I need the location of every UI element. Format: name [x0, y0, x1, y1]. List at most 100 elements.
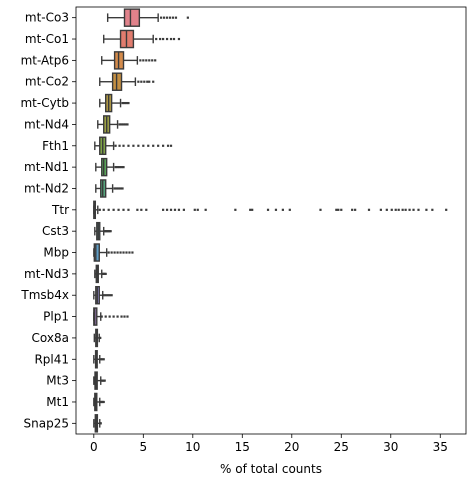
x-tick-label: 30: [383, 440, 398, 454]
x-tick-label: 20: [284, 440, 299, 454]
outlier-point: [408, 208, 411, 211]
outlier-point: [100, 315, 103, 318]
outlier-point: [124, 123, 127, 126]
outlier-point: [140, 208, 143, 211]
outlier-point: [162, 16, 166, 19]
outlier-point: [136, 208, 139, 211]
outlier-point: [99, 358, 102, 361]
outlier-point: [337, 208, 340, 211]
outlier-point: [99, 336, 102, 340]
x-tick-label: 35: [433, 440, 448, 454]
outlier-point: [112, 315, 115, 318]
gene-box-mt-nd4: [97, 115, 129, 134]
x-tick-label: 5: [139, 440, 147, 454]
gene-box-mt-co3: [106, 8, 189, 27]
outlier-point: [113, 251, 116, 254]
x-tick-label: 10: [185, 440, 200, 454]
outlier-point: [151, 59, 154, 62]
outlier-point: [177, 208, 181, 211]
outlier-point: [404, 208, 407, 211]
outlier-point: [148, 80, 151, 83]
outlier-point: [127, 101, 130, 105]
y-tick-label: Fth1: [42, 139, 69, 153]
outlier-point: [116, 166, 119, 169]
gene-box-mt-atp6: [101, 51, 157, 70]
outlier-point: [104, 294, 107, 297]
outlier-point: [104, 272, 107, 275]
outlier-point: [165, 208, 169, 211]
outlier-point: [193, 208, 196, 211]
outlier-point: [114, 144, 117, 147]
x-axis-label: % of total counts: [220, 462, 322, 476]
plot-area: [93, 8, 448, 433]
gene-box-rpl41: [93, 350, 105, 369]
outlier-point: [99, 422, 102, 425]
y-tick-label: Rpl41: [34, 352, 69, 366]
outlier-point: [401, 208, 404, 211]
outlier-point: [367, 208, 371, 211]
outlier-point: [120, 123, 123, 126]
y-axis: mt-Co3 mt-Co1 mt-Atp6 mt-Co2 mt-Cytb mt-Nd4 Ft…: [20, 11, 76, 430]
outlier-point: [431, 208, 434, 211]
outlier-point: [165, 37, 169, 41]
y-tick-label: Plp1: [43, 310, 69, 324]
outlier-point: [162, 144, 165, 147]
outlier-point: [127, 208, 130, 211]
outlier-point: [379, 208, 382, 211]
outlier-point: [171, 16, 175, 19]
outlier-point: [288, 208, 291, 211]
outlier-point: [154, 59, 157, 62]
outlier-point: [157, 144, 160, 147]
outlier-point: [174, 16, 178, 19]
outlier-point: [106, 294, 109, 297]
outlier-point: [152, 144, 155, 147]
outlier-point: [102, 208, 105, 211]
gene-box-fth1: [94, 136, 173, 156]
gene-box-cox8a: [93, 328, 102, 348]
gene-box-tmsb4x: [93, 285, 113, 305]
outlier-point: [127, 144, 130, 147]
outlier-point: [131, 251, 134, 254]
outlier-point: [119, 251, 122, 254]
outlier-point: [107, 208, 110, 211]
outlier-point: [98, 208, 101, 211]
outlier-point: [281, 208, 284, 211]
y-tick-label: Mt3: [46, 374, 69, 388]
outlier-point: [102, 294, 105, 297]
y-tick-label: mt-Co3: [25, 11, 69, 25]
outlier-point: [117, 187, 120, 190]
outlier-point: [274, 208, 278, 211]
outlier-point: [123, 315, 126, 318]
outlier-point: [118, 166, 121, 169]
outlier-point: [182, 208, 185, 211]
outlier-point: [118, 123, 121, 126]
y-tick-label: mt-Atp6: [21, 53, 69, 67]
outlier-point: [125, 101, 128, 105]
gene-box-mt-nd3: [94, 264, 107, 284]
outlier-point: [101, 358, 104, 361]
outlier-point: [112, 208, 115, 211]
outlier-point: [122, 144, 125, 147]
outlier-point: [122, 123, 125, 126]
outlier-point: [145, 208, 148, 211]
gene-box-mt-co2: [99, 72, 155, 91]
y-tick-label: mt-Cytb: [20, 96, 69, 110]
outlier-point: [177, 37, 181, 41]
outlier-point: [251, 208, 254, 211]
outlier-point: [139, 59, 142, 62]
outlier-point: [152, 80, 155, 83]
gene-box-cst3: [94, 221, 112, 241]
outlier-point: [394, 208, 397, 211]
outlier-point: [115, 187, 118, 190]
outlier-point: [117, 208, 120, 211]
outlier-point: [266, 208, 270, 211]
gene-box-mt1: [93, 392, 105, 412]
y-tick-label: mt-Nd2: [24, 181, 69, 195]
outlier-point: [165, 16, 169, 19]
y-tick-label: mt-Nd4: [24, 117, 69, 131]
outlier-point: [162, 208, 165, 211]
outlier-point: [196, 208, 199, 211]
y-tick-label: mt-Nd1: [24, 160, 69, 174]
outlier-point: [126, 123, 129, 126]
